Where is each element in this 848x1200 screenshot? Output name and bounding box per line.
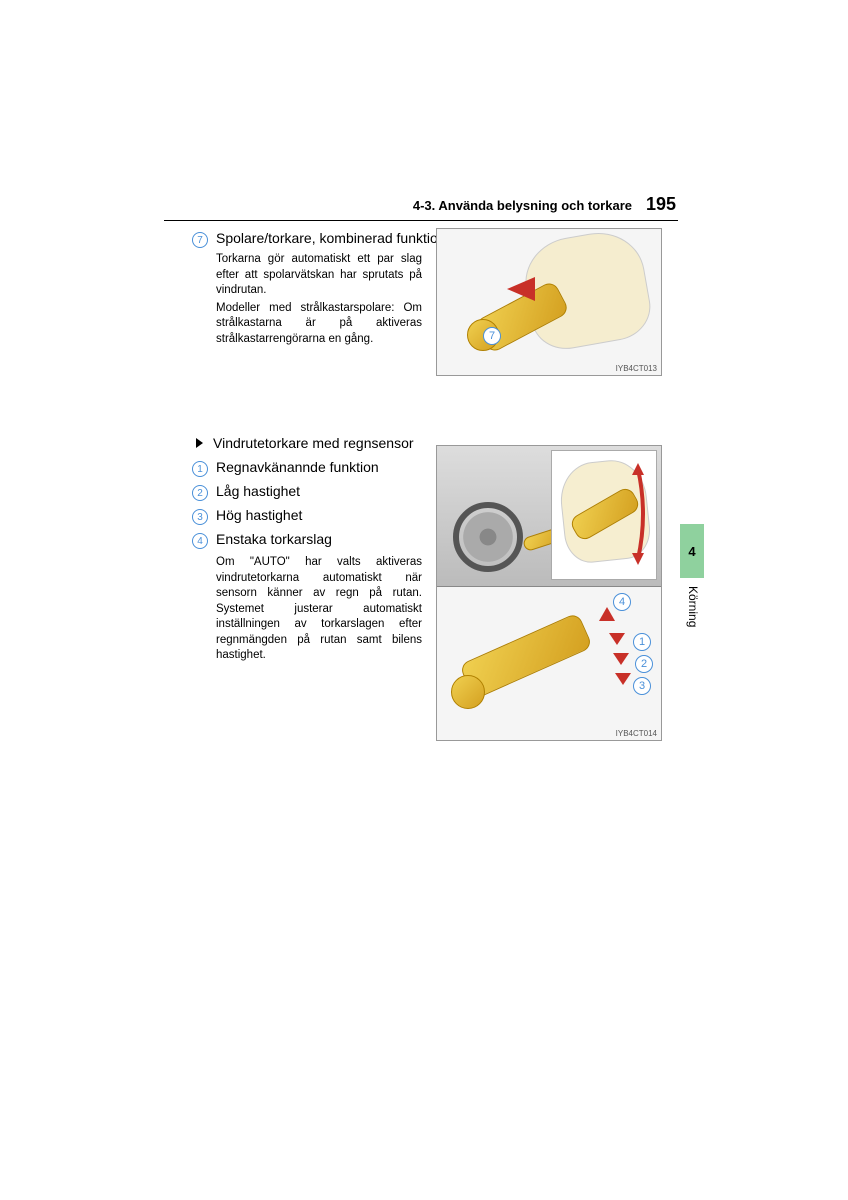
figure-2-lower: 4 1 2 3	[437, 587, 661, 740]
triangle-bullet-icon	[196, 438, 203, 448]
circled-number-1: 1	[192, 461, 208, 477]
list-item-4-label: Enstaka torkarslag	[216, 531, 332, 547]
figure-2-badge-3: 3	[633, 677, 651, 695]
circled-number-3: 3	[192, 509, 208, 525]
page-number: 195	[646, 194, 676, 215]
chapter-tab: 4	[680, 524, 704, 578]
list-item-2-label: Låg hastighet	[216, 483, 300, 499]
figure-2-badge-1: 1	[633, 633, 651, 651]
figure-2-inset	[551, 450, 657, 580]
item-7-title: Spolare/torkare, kombinerad funktion	[216, 230, 446, 246]
curved-arrows-icon	[626, 459, 650, 569]
red-arrow-icon	[507, 277, 535, 301]
section-title: 4-3. Använda belysning och torkare	[413, 198, 632, 213]
lever-base-2-illustration	[451, 675, 485, 709]
chapter-tab-label: Körning	[686, 586, 700, 627]
steering-wheel-illustration	[453, 502, 523, 572]
circled-number-7: 7	[192, 232, 208, 248]
auto-description: Om "AUTO" har valts aktiveras vindruteto…	[216, 555, 422, 664]
circled-number-2: 2	[192, 485, 208, 501]
subheading-text: Vindrutetorkare med regnsensor	[213, 435, 414, 451]
figure-1-code: IYB4CT013	[616, 364, 657, 373]
header-rule	[164, 220, 678, 221]
figure-2-badge-4: 4	[613, 593, 631, 611]
manual-page: 4-3. Använda belysning och torkare 195 7…	[0, 0, 848, 1200]
circled-number-4: 4	[192, 533, 208, 549]
list-item-3-label: Hög hastighet	[216, 507, 302, 523]
figure-1-badge-7: 7	[483, 327, 501, 345]
figure-1: 7 IYB4CT013	[436, 228, 662, 376]
list-item-1-label: Regnavkänannde funktion	[216, 459, 379, 475]
figure-2: 4 1 2 3 IYB4CT014	[436, 445, 662, 741]
position-arrows-icon	[577, 601, 637, 721]
item-7-body-2: Modeller med strålkastarspolare: Om strå…	[216, 301, 422, 348]
figure-2-code: IYB4CT014	[616, 729, 657, 738]
chapter-tab-number: 4	[688, 544, 695, 559]
figure-2-badge-2: 2	[635, 655, 653, 673]
item-7-body-1: Torkarna gör automatiskt ett par slag ef…	[216, 252, 422, 299]
